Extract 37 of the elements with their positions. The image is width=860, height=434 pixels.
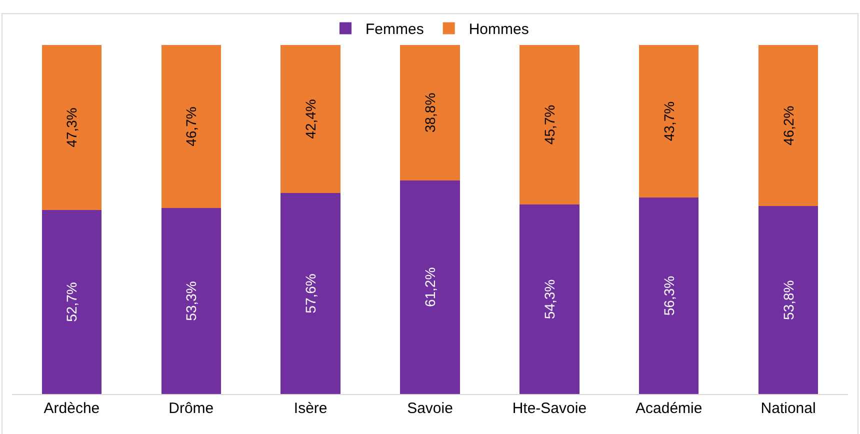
data-label: 45,7% xyxy=(541,104,558,145)
legend-label: Hommes xyxy=(468,21,529,38)
data-label: 57,6% xyxy=(302,274,319,314)
bar xyxy=(639,198,699,394)
x-tick-label: National xyxy=(760,400,816,417)
bar xyxy=(42,210,102,394)
x-tick-label: Drôme xyxy=(168,400,214,417)
data-label: 53,3% xyxy=(183,281,200,321)
x-tick-label: Hte-Savoie xyxy=(512,400,587,417)
bar xyxy=(161,45,221,208)
bar xyxy=(400,45,460,180)
bar xyxy=(280,45,340,193)
data-label: 47,3% xyxy=(64,108,80,148)
bar xyxy=(520,45,580,204)
data-label: 42,4% xyxy=(302,99,319,139)
data-label: 53,8% xyxy=(780,280,796,320)
bar xyxy=(520,204,580,394)
legend-label: Femmes xyxy=(366,21,424,38)
bar xyxy=(42,45,102,210)
data-label: 46,7% xyxy=(183,106,200,146)
data-label: 46,2% xyxy=(780,106,796,146)
bar xyxy=(758,45,818,206)
data-label: 52,7% xyxy=(64,282,80,322)
bar xyxy=(400,180,460,394)
bar xyxy=(161,208,221,394)
x-tick-label: Isère xyxy=(294,400,328,417)
data-label: 61,2% xyxy=(422,267,438,308)
data-label: 38,8% xyxy=(422,92,438,133)
data-label: 56,3% xyxy=(660,276,677,316)
data-label: 43,7% xyxy=(660,101,677,142)
x-tick-label: Ardèche xyxy=(44,400,100,417)
x-tick-label: Savoie xyxy=(407,400,453,417)
bar xyxy=(639,45,699,198)
bar xyxy=(758,206,818,394)
bar xyxy=(280,192,340,394)
data-label: 54,3% xyxy=(541,279,558,320)
x-tick-label: Académie xyxy=(636,400,702,417)
